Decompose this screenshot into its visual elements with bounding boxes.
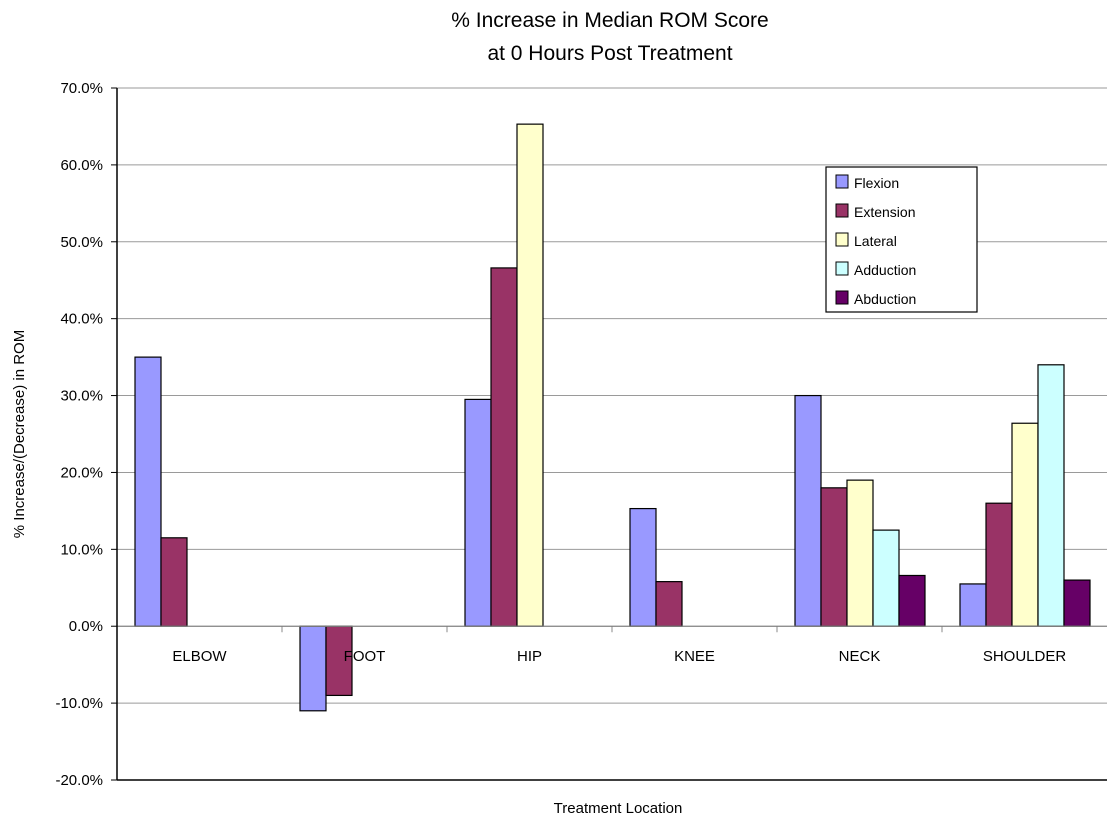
y-tick-label: 40.0%	[60, 311, 103, 328]
chart-title-line-2: at 0 Hours Post Treatment	[487, 42, 732, 65]
legend-label-extension: Extension	[854, 204, 915, 220]
legend-swatch-lateral	[835, 232, 849, 247]
bar-shoulder-abduction	[1063, 579, 1091, 627]
x-tick-label: NECK	[839, 648, 881, 665]
bar-knee-flexion	[629, 507, 657, 627]
legend: Flexion Extension Lateral Adduction Abductio…	[825, 166, 978, 313]
y-tick-label: 0.0%	[69, 618, 103, 635]
y-tick-labels: 70.0% 60.0% 50.0% 40.0% 30.0% 20.0% 10.0% 0.0% -…	[55, 80, 103, 789]
legend-swatch-adduction	[835, 261, 849, 276]
y-tick-label: 10.0%	[60, 541, 103, 558]
x-tick-labels: ELBOW FOOT HIP KNEE NECK SHOULDER	[172, 648, 1066, 665]
bar-shoulder-adduction	[1037, 364, 1065, 627]
y-tick-label: 60.0%	[60, 157, 103, 174]
bar-hip-extension	[490, 267, 518, 627]
legend-swatch-extension	[835, 203, 849, 218]
chart-title-line-1: % Increase in Median ROM Score	[451, 9, 768, 32]
legend-label-flexion: Flexion	[854, 175, 899, 191]
bar-shoulder-lateral	[1011, 422, 1039, 627]
axes	[111, 87, 1107, 781]
bar-hip-lateral	[516, 123, 544, 627]
bar-neck-extension	[820, 487, 848, 627]
legend-label-adduction: Adduction	[854, 262, 916, 278]
y-tick-label: -10.0%	[55, 695, 103, 712]
legend-box	[825, 166, 978, 313]
legend-label-abduction: Abduction	[854, 291, 916, 307]
y-tick-label: 70.0%	[60, 80, 103, 97]
y-axis-label: % Increase/(Decrease) in ROM	[11, 330, 28, 538]
bar-neck-flexion	[794, 394, 822, 627]
bar-neck-adduction	[872, 529, 900, 627]
y-tick-label: -20.0%	[55, 772, 103, 789]
legend-swatch-abduction	[835, 290, 849, 305]
bar-foot-extension	[325, 625, 353, 697]
legend-label-lateral: Lateral	[854, 233, 897, 249]
bar-foot-flexion	[299, 625, 327, 712]
bar-shoulder-extension	[985, 502, 1013, 627]
bar-elbow-flexion	[134, 356, 162, 627]
x-tick-label: HIP	[517, 648, 542, 665]
x-axis-label: Treatment Location	[554, 800, 683, 817]
bar-hip-flexion	[464, 398, 492, 627]
y-tick-label: 30.0%	[60, 388, 103, 405]
bar-neck-lateral	[846, 479, 874, 627]
x-tick-label: KNEE	[674, 648, 715, 665]
bars	[134, 123, 1091, 712]
y-tick-label: 50.0%	[60, 234, 103, 251]
bar-knee-extension	[655, 581, 683, 627]
y-tick-label: 20.0%	[60, 464, 103, 481]
bar-shoulder-flexion	[959, 583, 987, 627]
bar-elbow-extension	[160, 537, 188, 627]
legend-swatch-flexion	[835, 174, 849, 189]
x-tick-label: ELBOW	[172, 648, 227, 665]
x-tick-label: FOOT	[344, 648, 386, 665]
x-tick-label: SHOULDER	[983, 648, 1067, 665]
bar-neck-abduction	[898, 574, 926, 627]
